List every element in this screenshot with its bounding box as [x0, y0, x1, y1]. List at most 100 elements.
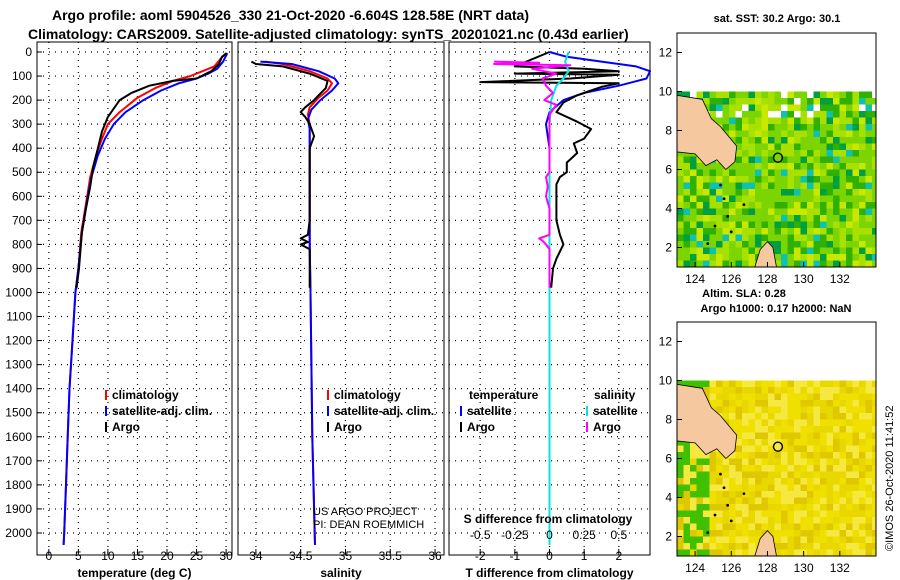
- map-cell: [722, 387, 730, 394]
- map-cell: [865, 387, 873, 394]
- map-cell: [839, 439, 847, 446]
- map-cell: [839, 130, 847, 138]
- map-cell: [872, 445, 876, 453]
- map-cell: [826, 104, 834, 112]
- series-line-climatology: [264, 60, 333, 546]
- map-cell: [794, 91, 801, 99]
- map-cell: [833, 260, 840, 267]
- legend-label: Argo: [112, 420, 140, 434]
- island-dot: [742, 492, 746, 495]
- map-cell: [709, 543, 717, 550]
- map-cell: [774, 208, 782, 216]
- map-cell: [755, 176, 762, 183]
- map-cell: [722, 169, 730, 177]
- map-cell: [768, 439, 775, 446]
- map-cell: [690, 234, 697, 242]
- map-cell: [716, 111, 723, 118]
- map-cell: [872, 517, 876, 524]
- map-cell: [839, 549, 847, 556]
- map-cell: [716, 254, 723, 261]
- map-cell: [716, 458, 723, 466]
- map-cell: [696, 176, 704, 183]
- map-cell: [820, 215, 827, 222]
- map-cell: [839, 445, 847, 453]
- map-cell: [742, 406, 749, 414]
- map-cell: [852, 387, 860, 394]
- map-cell: [735, 98, 743, 105]
- map-y-tick-label: 4: [665, 491, 672, 505]
- map-cell: [774, 406, 782, 414]
- map-cell: [735, 497, 743, 505]
- map-cell: [865, 484, 873, 492]
- map-cell: [768, 432, 775, 440]
- map-cell: [872, 504, 876, 511]
- map-cell: [800, 523, 808, 531]
- map-cell: [800, 254, 808, 261]
- map-cell: [787, 215, 795, 222]
- map-cell: [794, 111, 801, 118]
- map-cell: [677, 504, 684, 511]
- map-cell: [768, 484, 775, 492]
- island-dot: [719, 183, 722, 187]
- map-cell: [807, 254, 814, 261]
- map-cell: [696, 458, 704, 466]
- map-cell: [761, 215, 769, 222]
- map-cell: [781, 215, 788, 222]
- map-cell: [729, 536, 736, 544]
- map-y-tick-label: 4: [665, 202, 672, 216]
- x-tick-label: 36: [428, 549, 442, 563]
- map-cell: [865, 549, 873, 556]
- map-cell: [735, 458, 743, 466]
- map-cell: [677, 241, 684, 248]
- map-cell: [826, 439, 834, 446]
- map-cell: [742, 536, 749, 544]
- map-cell: [839, 163, 847, 170]
- map-cell: [820, 432, 827, 440]
- map-cell: [716, 549, 723, 556]
- map-cell: [813, 491, 821, 498]
- map-cell: [826, 111, 834, 118]
- map-cell: [846, 195, 853, 203]
- map-cell: [859, 445, 866, 453]
- map-cell: [696, 530, 704, 537]
- map-cell: [716, 406, 723, 414]
- map-cell: [735, 163, 743, 170]
- map-cell: [820, 484, 827, 492]
- map-cell: [781, 439, 788, 446]
- map-cell: [859, 523, 866, 531]
- map-cell: [794, 491, 801, 498]
- map-cell: [690, 491, 697, 498]
- map-cell: [787, 104, 795, 112]
- map-cell: [872, 228, 876, 235]
- map-cell: [703, 234, 710, 242]
- map-cell: [813, 452, 821, 459]
- map-cell: [846, 445, 853, 453]
- map-cell: [859, 471, 866, 479]
- map-cell: [820, 260, 827, 267]
- map-cell: [761, 130, 769, 138]
- map-cell: [729, 130, 736, 138]
- map-cell: [729, 124, 736, 131]
- map-cell: [690, 510, 697, 518]
- map-cell: [729, 98, 736, 105]
- map-cell: [768, 137, 775, 144]
- map-cell: [865, 491, 873, 498]
- map-cell: [755, 208, 762, 216]
- map-cell: [703, 195, 710, 203]
- map-cell: [800, 208, 808, 216]
- map-cell: [781, 497, 788, 505]
- map-cell: [722, 504, 730, 511]
- map-cell: [794, 426, 801, 433]
- map-cell: [865, 117, 873, 125]
- map-cell: [820, 176, 827, 183]
- map-cell: [748, 426, 756, 433]
- map-cell: [716, 393, 723, 401]
- map-cell: [761, 471, 769, 479]
- map-cell: [677, 523, 684, 531]
- map-cell: [696, 523, 704, 531]
- map-cell: [755, 406, 762, 414]
- map-cell: [696, 163, 704, 170]
- map-cell: [696, 215, 704, 222]
- map-cell: [826, 234, 834, 242]
- map-cell: [794, 380, 801, 388]
